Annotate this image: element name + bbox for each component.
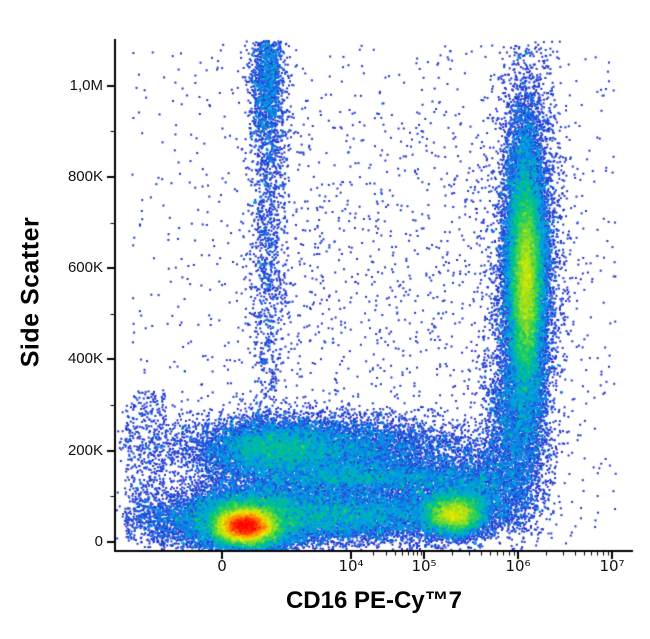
x-tick-label-0: 0 [217,557,227,575]
x-tick-label-1e7: 10⁷ [599,557,625,575]
x-tick-label-1e4: 10⁴ [338,557,364,575]
y-tick-label-1m: 1,0M [69,77,103,94]
y-tick-label-0: 0 [94,533,103,550]
y-tick-label-600k: 600K [67,259,103,276]
y-tick-label-800k: 800K [67,168,103,185]
x-axis-label: CD16 PE-Cy™7 [285,587,463,614]
x-tick-label-1e5: 10⁵ [411,557,437,575]
y-axis-label: Side Scatter [16,216,45,368]
x-tick-label-1e6: 10⁶ [505,557,531,575]
y-tick-label-400k: 400K [67,350,103,367]
y-tick-label-200k: 200K [67,442,103,459]
